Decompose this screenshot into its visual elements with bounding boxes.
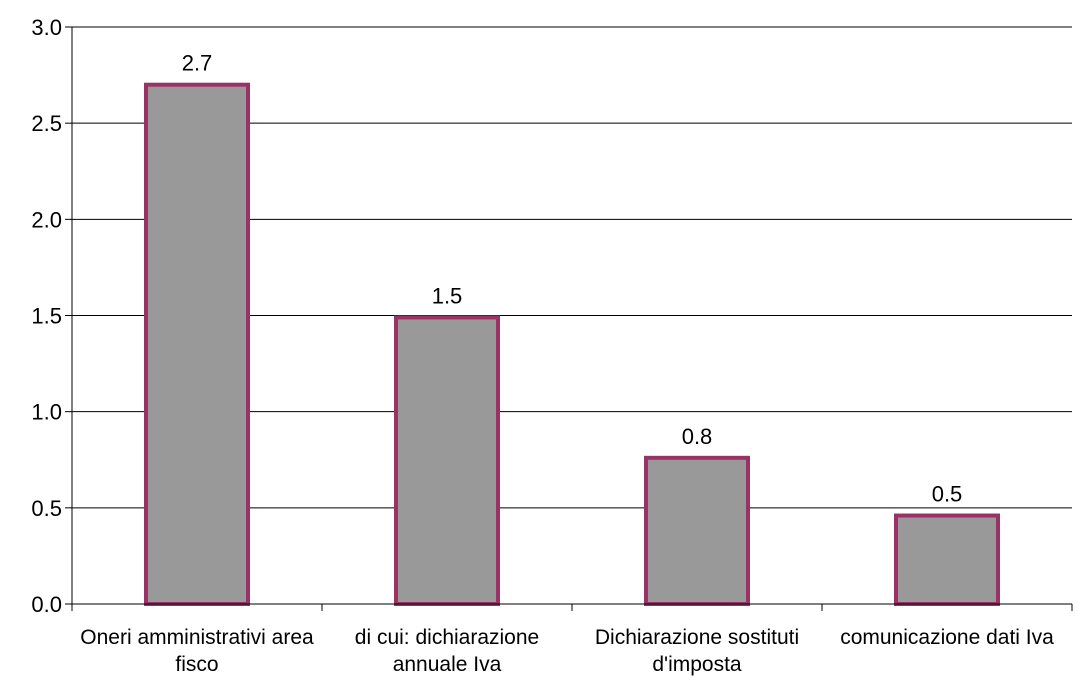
- data-label: 0.8: [682, 424, 713, 449]
- y-tick-label: 2.5: [31, 111, 62, 136]
- bar: [144, 82, 250, 606]
- data-label: 0.5: [932, 482, 963, 507]
- x-tick-label: di cui: dichiarazione: [355, 626, 539, 649]
- y-tick-label: 0.0: [31, 592, 62, 617]
- y-tick-label: 1.5: [31, 304, 62, 329]
- data-label: 2.7: [182, 51, 213, 76]
- y-tick-label: 2.0: [31, 207, 62, 232]
- x-tick-label: Dichiarazione sostituti: [595, 626, 799, 649]
- bar: [644, 455, 750, 606]
- labels: 0.0 0.5 1.0 1.5 2.0 2.5 3.0 2.7 1.5 0.8 0.5 Oneri a…: [31, 15, 1054, 676]
- x-tick-label: d'imposta: [652, 653, 742, 676]
- x-tick-label: comunicazione dati Iva: [840, 626, 1054, 649]
- bar: [394, 315, 500, 606]
- y-tick-label: 1.0: [31, 400, 62, 425]
- y-tick-label: 0.5: [31, 496, 62, 521]
- axes: [65, 26, 1073, 611]
- x-tick-label: Oneri amministrativi area: [80, 626, 314, 649]
- y-tick-label: 3.0: [31, 15, 62, 40]
- x-tick-label: annuale Iva: [393, 653, 502, 676]
- data-label: 1.5: [432, 283, 463, 308]
- bar: [894, 513, 1000, 607]
- x-tick-label: fisco: [175, 653, 218, 676]
- bars: [144, 82, 1000, 607]
